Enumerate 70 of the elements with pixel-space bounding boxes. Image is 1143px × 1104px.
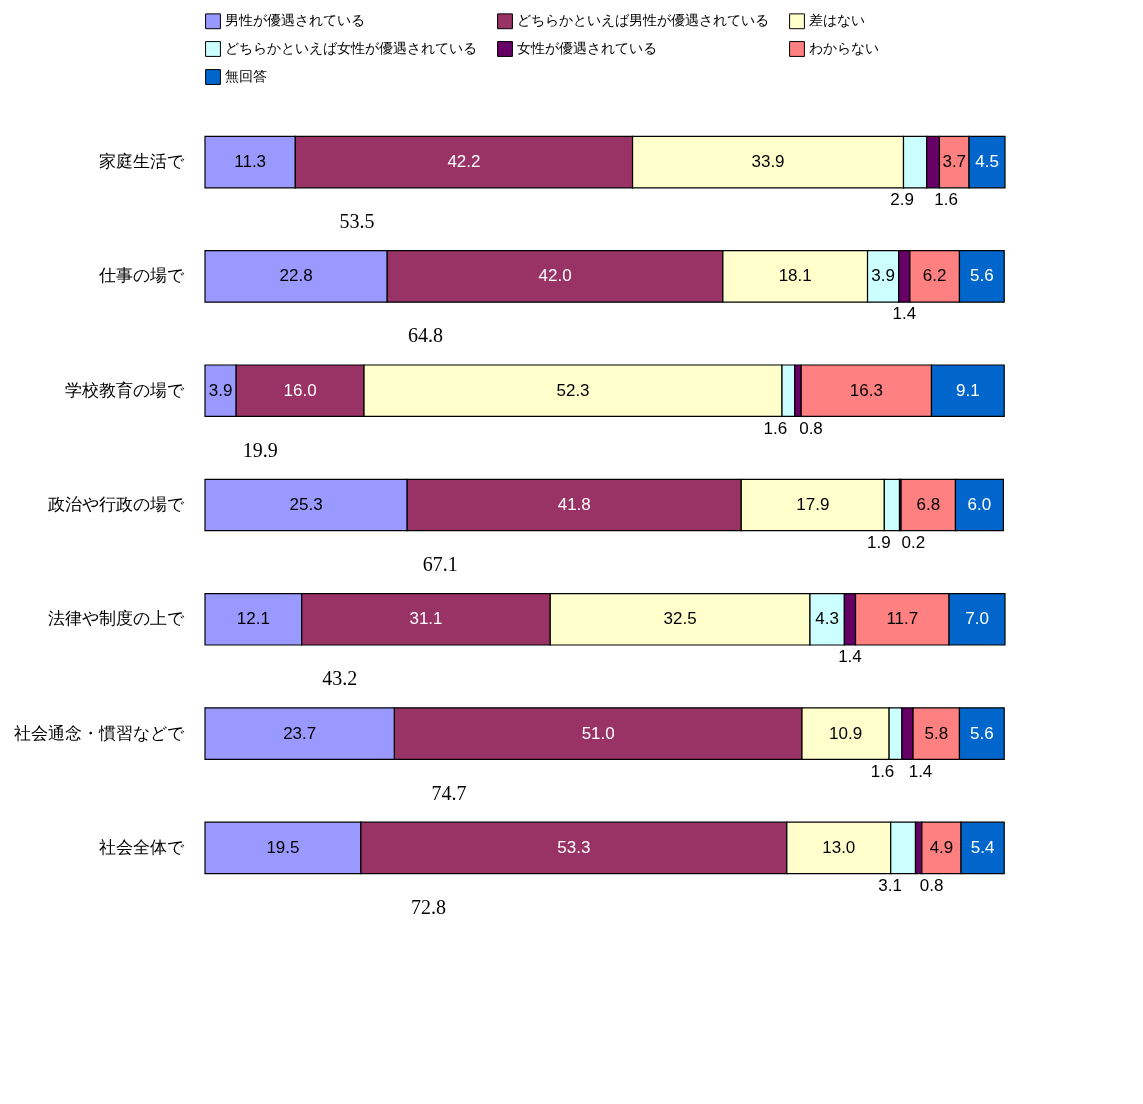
data-label: 1.6: [763, 418, 788, 438]
y-tick-label: 家庭生活で: [98, 152, 185, 172]
data-label: 5.4: [970, 837, 995, 857]
legend-label: 女性が優遇されている: [517, 40, 657, 56]
data-label: 1.4: [838, 647, 862, 667]
data-label: 4.3: [815, 609, 839, 629]
legend-label: 男性が優遇されている: [225, 12, 365, 29]
y-tick-label: 仕事の場で: [97, 266, 185, 286]
annotation: 72.8: [410, 895, 446, 918]
data-label: 1.4: [892, 304, 917, 324]
data-label: 0.8: [799, 418, 823, 438]
data-label: 33.9: [751, 152, 785, 172]
data-label: 11.7: [886, 609, 919, 629]
data-label: 1.6: [934, 190, 958, 210]
annotation: 43.2: [322, 667, 358, 690]
data-label: 5.6: [970, 723, 994, 743]
legend-label: わからない: [809, 40, 879, 56]
data-label: 10.9: [829, 723, 863, 743]
data-label: 42.0: [538, 266, 572, 286]
data-label: 32.5: [663, 609, 697, 629]
data-label: 3.9: [208, 380, 233, 400]
annotation: 53.5: [339, 210, 375, 233]
data-label: 9.1: [956, 380, 980, 400]
data-label: 5.8: [924, 723, 949, 743]
data-label: 31.1: [409, 609, 443, 629]
annotation: 74.7: [431, 781, 467, 804]
data-label: 23.7: [283, 723, 317, 743]
data-label: 6.8: [916, 495, 941, 514]
y-tick-label: 社会通念・慣習などで: [13, 723, 185, 743]
data-label: 25.3: [289, 495, 323, 514]
data-label: 2.9: [890, 190, 914, 210]
data-label: 53.3: [557, 837, 591, 857]
data-label: 4.5: [975, 152, 999, 172]
data-label: 17.9: [796, 495, 830, 514]
annotation: 19.9: [242, 438, 278, 461]
y-tick-label: 法律や制度の上で: [47, 609, 185, 629]
data-label: 12.1: [236, 609, 270, 629]
y-tick-label: 社会全体で: [98, 837, 185, 857]
data-label: 1.4: [908, 761, 933, 781]
y-tick-label: 政治や行政の場で: [47, 495, 185, 514]
data-label: 11.3: [234, 152, 267, 172]
data-label: 7.0: [965, 609, 989, 629]
data-label: 18.1: [778, 266, 812, 286]
data-label: 0.8: [919, 875, 944, 895]
legend-label: 差はない: [809, 12, 865, 29]
annotation: 64.8: [408, 324, 444, 347]
data-label: 1.9: [867, 533, 891, 552]
data-label: 19.5: [266, 837, 300, 857]
data-label: 5.6: [970, 266, 994, 286]
data-label: 6.0: [967, 495, 992, 514]
data-label: 13.0: [822, 837, 856, 857]
legend-label: 無回答: [225, 68, 267, 84]
y-tick-label: 学校教育の場で: [64, 380, 185, 400]
annotation: 67.1: [422, 553, 458, 575]
data-label: 52.3: [556, 380, 590, 400]
legend-label: どちらかといえば男性が優遇されている: [517, 12, 769, 29]
data-label: 16.3: [849, 380, 883, 400]
data-label: 1.6: [870, 761, 895, 781]
data-label: 22.8: [279, 266, 313, 286]
data-label: 4.9: [929, 837, 954, 857]
data-label: 3.9: [871, 266, 895, 286]
legend-label: どちらかといえば女性が優遇されている: [225, 40, 477, 56]
data-label: 3.7: [942, 152, 967, 172]
data-label: 6.2: [922, 266, 947, 286]
data-label: 51.0: [581, 723, 615, 743]
data-label: 3.1: [878, 875, 902, 895]
data-label: 42.2: [447, 152, 481, 172]
data-label: 41.8: [557, 495, 591, 514]
data-label: 0.2: [901, 533, 926, 552]
data-label: 16.0: [283, 380, 317, 400]
